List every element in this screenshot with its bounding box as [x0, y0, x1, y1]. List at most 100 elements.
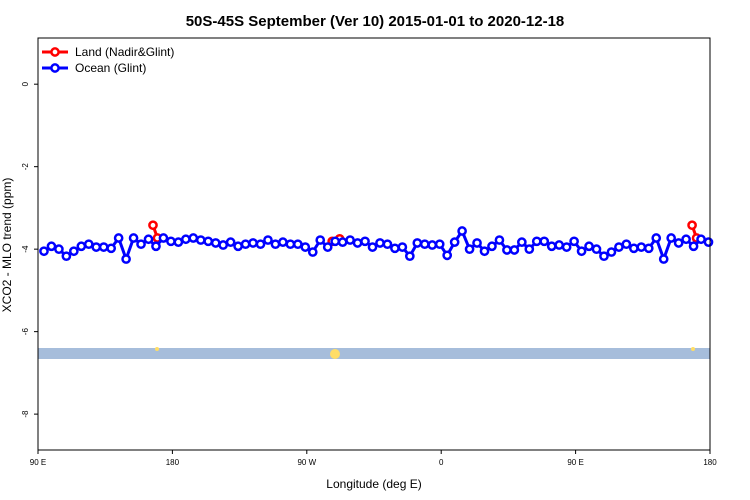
data-point [121, 254, 131, 264]
glint-marker [330, 349, 340, 359]
data-point [696, 234, 706, 245]
data-point [337, 237, 348, 247]
data-point [180, 234, 191, 245]
data-point [561, 242, 572, 252]
data-point [233, 241, 243, 252]
data-point [554, 240, 565, 250]
data-point [434, 239, 445, 250]
data-point [427, 240, 438, 250]
data-point [703, 237, 714, 247]
x-tick-label: 0 [439, 458, 444, 467]
y-tick-label: -8 [21, 410, 30, 418]
data-point [636, 242, 647, 252]
data-point [322, 242, 333, 252]
x-tick-label: 180 [703, 458, 717, 467]
data-point [128, 233, 139, 243]
data-point [136, 239, 146, 250]
data-point [472, 238, 482, 248]
data-point [195, 235, 206, 245]
data-point [606, 247, 617, 257]
data-point [248, 238, 258, 248]
data-point [569, 236, 579, 247]
data-point [255, 239, 266, 250]
data-point [524, 244, 535, 255]
x-axis-label: Longitude (deg E) [326, 477, 421, 491]
data-point [442, 250, 453, 261]
data-point [688, 241, 699, 252]
legend-label: Land (Nadir&Glint) [75, 45, 174, 59]
y-tick-label: -2 [21, 163, 30, 171]
data-point [487, 241, 497, 252]
data-point [412, 238, 423, 248]
data-point [203, 236, 214, 247]
data-point [188, 233, 199, 243]
y-axis-label: XCO2 - MLO trend (ppm) [0, 178, 14, 313]
plot-frame [37, 37, 711, 451]
data-point [419, 239, 430, 250]
glint-band [38, 348, 710, 359]
y-tick-label: 0 [21, 81, 30, 86]
data-point [300, 242, 311, 252]
data-point [166, 236, 176, 247]
data-point [546, 241, 557, 252]
data-point [360, 236, 370, 247]
y-tick-label: -6 [21, 328, 30, 336]
data-point [46, 241, 57, 252]
data-point [628, 243, 639, 254]
data-point [218, 240, 229, 250]
data-point [61, 251, 72, 262]
data-point [54, 244, 64, 255]
data-point [599, 251, 609, 262]
plot-area: 90 E 180 90 W 0 90 E 180 0 -2 -4 -6 -8 Land (Nadir&… [21, 45, 717, 467]
data-point [106, 243, 117, 254]
data-point [367, 242, 378, 252]
x-tick-label: 90 E [567, 458, 583, 467]
data-point [509, 245, 520, 255]
data-point [681, 234, 691, 245]
data-point [39, 246, 49, 257]
data-point [382, 239, 393, 250]
data-point [576, 246, 587, 257]
data-point [330, 236, 341, 247]
data-point [464, 244, 475, 255]
data-point [278, 237, 288, 247]
data-point [307, 247, 318, 257]
data-point [91, 242, 102, 252]
x-tick-label: 90 W [297, 458, 316, 467]
data-point [673, 238, 684, 248]
data-point [539, 236, 550, 247]
data-point [76, 241, 87, 252]
data-point [263, 235, 273, 245]
data-point [658, 254, 669, 264]
data-point [621, 239, 632, 250]
chart-title: 50S-45S September (Ver 10) 2015-01-01 to… [186, 13, 565, 30]
data-point [148, 220, 158, 231]
data-point [457, 226, 467, 236]
data-point [643, 243, 654, 254]
data-point [240, 239, 251, 250]
legend-swatch [50, 47, 60, 57]
data-point [531, 236, 542, 247]
data-point [83, 239, 94, 250]
data-point [584, 241, 594, 252]
x-tick-label: 180 [166, 458, 180, 467]
legend-swatch [50, 63, 60, 73]
data-point [666, 233, 677, 243]
data-point [173, 237, 184, 247]
data-point [151, 241, 161, 252]
data-point [516, 237, 527, 247]
data-point [449, 237, 460, 247]
data-point [375, 238, 385, 248]
glint-marker [155, 347, 159, 351]
data-point [390, 243, 400, 254]
data-point [292, 239, 303, 250]
glint-marker [691, 347, 695, 351]
data-point [285, 239, 296, 250]
x-tick-label: 90 E [30, 458, 46, 467]
data-point [687, 220, 697, 231]
data-point [98, 242, 109, 252]
data-point [614, 242, 624, 252]
data-point [404, 251, 415, 262]
data-point [397, 242, 408, 252]
